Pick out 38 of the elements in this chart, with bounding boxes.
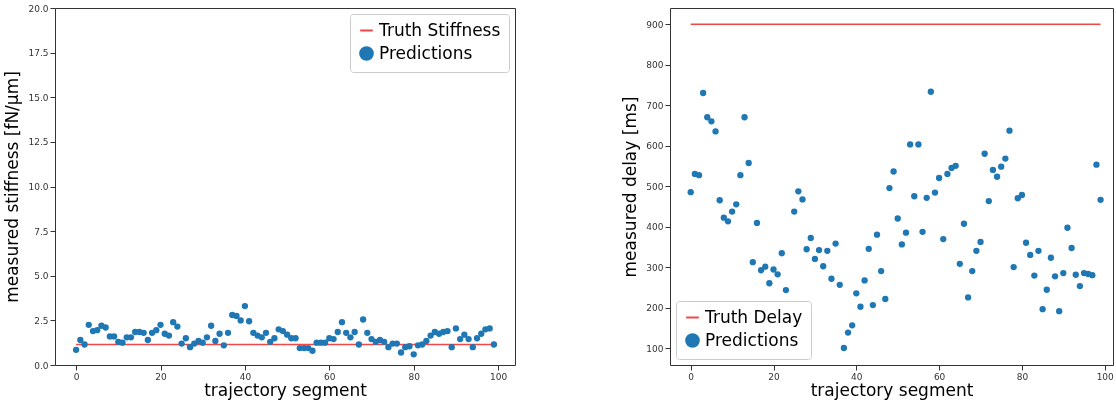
x-tick-label: 100 [490,371,508,382]
x-tick-label: 40 [851,371,863,382]
y-tick-label: 12.5 [28,137,49,148]
legend-label: Predictions [705,329,799,350]
x-tick-label: 20 [768,371,780,382]
x-tick-label: 80 [408,371,421,382]
y-tick-label: 15.0 [28,92,49,103]
x-tick-label: 80 [1016,371,1029,382]
y-tick-label: 200 [646,303,664,314]
y-axis-title: measured stiffness [fN/µm] [2,71,23,303]
y-tick-label: 900 [646,19,664,30]
x-axis-title: trajectory segment [810,379,974,400]
x-tick-label: 60 [324,371,336,382]
x-tick-label: 0 [688,371,695,382]
legend-label: Predictions [379,42,473,63]
y-tick-label: 10.0 [28,182,49,192]
y-tick-label: 0.0 [34,360,49,371]
y-tick-label: 600 [646,141,664,152]
x-tick-label: 60 [933,371,946,382]
y-tick-label: 20.0 [28,3,49,14]
y-tick-label: 400 [646,222,664,233]
legend-label: Truth Stiffness [378,19,501,40]
y-tick-label: 5.0 [34,271,49,282]
y-tick-label: 300 [646,262,664,273]
x-tick-label: 40 [239,371,252,382]
y-tick-label: 2.5 [34,315,49,326]
x-tick-label: 0 [73,371,80,382]
y-tick-label: 500 [646,181,664,192]
y-tick-label: 17.5 [28,48,49,59]
y-axis-title: measured delay [ms] [620,96,641,278]
x-tick-label: 20 [155,371,167,382]
x-axis-title: trajectory segment [204,379,368,400]
y-tick-label: 700 [646,100,664,111]
x-tick-label: 100 [1096,371,1115,382]
legend-label: Truth Delay [704,306,803,327]
y-tick-label: 7.5 [34,226,49,237]
y-tick-label: 800 [646,60,664,71]
y-tick-label: 100 [646,343,664,354]
